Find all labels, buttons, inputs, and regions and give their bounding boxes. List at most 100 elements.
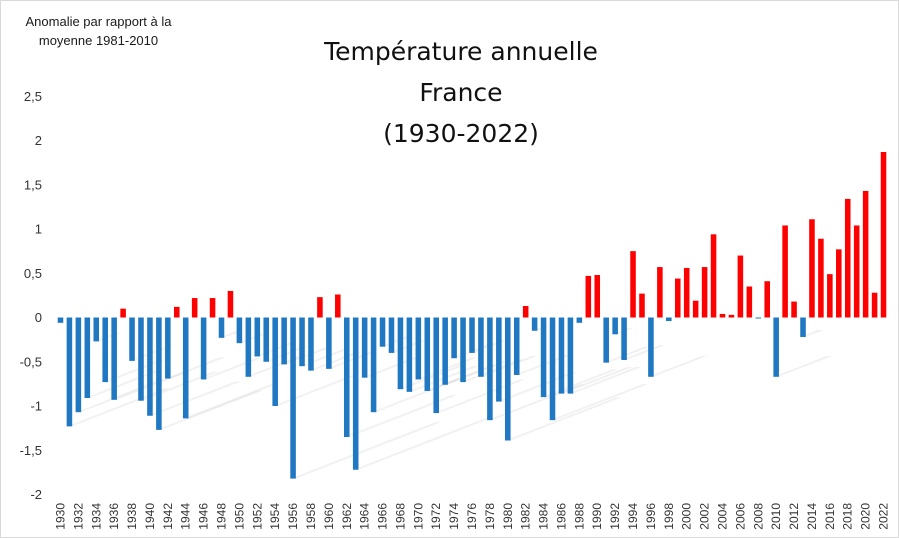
x-tick-label: 1960 bbox=[322, 503, 336, 530]
x-tick-label: 2022 bbox=[877, 503, 891, 530]
bar-1930 bbox=[57, 317, 64, 323]
x-axis-ticks: 1930 1932 1934 1936 1938 1940 1942 1944 1946 1948… bbox=[54, 503, 891, 530]
bar-1957 bbox=[299, 317, 305, 367]
x-tick-label: 2012 bbox=[787, 503, 801, 530]
bar-2016 bbox=[827, 274, 833, 318]
bar-shadow-1985 bbox=[549, 384, 648, 421]
bar-1974 bbox=[451, 317, 457, 359]
bar-1983 bbox=[531, 317, 538, 331]
x-tick-label: 1950 bbox=[232, 503, 246, 530]
bar-1956 bbox=[290, 317, 296, 479]
x-tick-label: 1986 bbox=[555, 503, 569, 530]
bar-1952 bbox=[254, 317, 261, 357]
chart-title: Température annuelle France (1930-2022) bbox=[261, 31, 661, 154]
x-tick-label: 1972 bbox=[429, 503, 443, 530]
bar-1949 bbox=[227, 290, 234, 318]
bar-shadow-1963 bbox=[352, 416, 496, 470]
bar-2013 bbox=[800, 317, 806, 337]
x-tick-label: 2008 bbox=[751, 503, 765, 530]
bar-shadow-1986 bbox=[558, 366, 633, 394]
bar-1971 bbox=[424, 317, 431, 391]
bar-1960 bbox=[326, 317, 332, 369]
bar-2014 bbox=[809, 219, 815, 318]
bar-1964 bbox=[361, 317, 368, 378]
bar-1932 bbox=[75, 317, 82, 413]
x-tick-label: 1964 bbox=[358, 503, 372, 530]
x-tick-label: 2016 bbox=[823, 503, 837, 530]
bar-shadow-1944 bbox=[182, 383, 280, 419]
bar-1994 bbox=[630, 251, 636, 318]
y-tick-label: 0,5 bbox=[24, 266, 42, 281]
bar-1953 bbox=[263, 317, 270, 362]
x-tick-label: 1982 bbox=[519, 503, 533, 530]
bar-2000 bbox=[683, 267, 690, 318]
y-axis-label: Anomalie par rapport à la moyenne 1981-2… bbox=[11, 12, 186, 50]
x-tick-label: 1956 bbox=[286, 503, 300, 530]
y-tick-label: -2 bbox=[30, 487, 42, 502]
x-tick-label: 2018 bbox=[841, 503, 855, 530]
x-tick-label: 1948 bbox=[215, 503, 229, 530]
bar-2008 bbox=[755, 317, 762, 319]
bar-shadow-1987 bbox=[567, 366, 642, 394]
x-tick-label: 1978 bbox=[483, 503, 497, 530]
bar-1947 bbox=[209, 298, 216, 318]
y-axis-label-line-2: moyenne 1981-2010 bbox=[38, 33, 159, 48]
x-tick-label: 1990 bbox=[590, 503, 604, 530]
x-tick-label: 1970 bbox=[411, 503, 425, 530]
bar-shadows bbox=[66, 326, 833, 479]
bar-1941 bbox=[156, 317, 162, 430]
bar-shadow-1972 bbox=[433, 379, 526, 414]
x-tick-label: 2020 bbox=[859, 503, 873, 530]
bar-shadow-1931 bbox=[66, 388, 171, 427]
chart-title-line-3: (1930-2022) bbox=[383, 119, 539, 148]
bar-2018 bbox=[844, 198, 851, 318]
bar-2004 bbox=[719, 313, 726, 318]
x-tick-label: 1988 bbox=[572, 503, 586, 530]
bar-1997 bbox=[657, 267, 663, 318]
bar-1979 bbox=[496, 317, 502, 402]
x-tick-label: 1952 bbox=[250, 503, 264, 530]
x-tick-label: 1944 bbox=[179, 503, 193, 530]
bar-1966 bbox=[379, 317, 386, 347]
x-tick-label: 2004 bbox=[716, 503, 730, 530]
x-tick-label: 1938 bbox=[125, 503, 139, 530]
bar-1942 bbox=[165, 317, 171, 379]
bar-1982 bbox=[522, 306, 529, 318]
bar-shadow-1979 bbox=[496, 372, 578, 402]
x-tick-label: 1940 bbox=[143, 503, 157, 530]
bar-2015 bbox=[818, 238, 824, 318]
x-tick-label: 1958 bbox=[304, 503, 318, 530]
bar-2011 bbox=[782, 225, 788, 318]
chart-title-line-2: France bbox=[419, 78, 503, 107]
bar-1963 bbox=[352, 317, 359, 470]
x-tick-label: 2014 bbox=[805, 503, 819, 530]
y-tick-label: -1,5 bbox=[20, 443, 42, 458]
x-tick-label: 1968 bbox=[393, 503, 407, 530]
bar-shadow-1942 bbox=[165, 357, 226, 379]
bar-1969 bbox=[406, 317, 413, 392]
x-tick-label: 2002 bbox=[698, 503, 712, 530]
bar-2006 bbox=[737, 255, 744, 318]
bar-1950 bbox=[236, 317, 243, 344]
bar-shadow-1955 bbox=[281, 347, 330, 365]
x-tick-label: 1966 bbox=[376, 503, 390, 530]
y-axis-label-line-1: Anomalie par rapport à la bbox=[25, 14, 172, 29]
bar-shadow-1968 bbox=[397, 364, 468, 390]
bar-1968 bbox=[397, 317, 404, 390]
x-tick-label: 1946 bbox=[197, 503, 211, 530]
y-tick-label: 1,5 bbox=[24, 177, 42, 192]
bar-1987 bbox=[567, 317, 574, 394]
bar-2005 bbox=[728, 314, 735, 318]
bar-2021 bbox=[871, 292, 878, 318]
x-tick-label: 1984 bbox=[537, 503, 551, 530]
bar-1990 bbox=[594, 275, 601, 318]
bar-1972 bbox=[433, 317, 439, 414]
y-tick-label: 1 bbox=[35, 222, 42, 237]
bar-1937 bbox=[120, 308, 126, 318]
x-tick-label: 1934 bbox=[89, 503, 103, 530]
bar-1931 bbox=[66, 317, 73, 427]
x-tick-label: 2010 bbox=[769, 503, 783, 530]
x-tick-label: 1962 bbox=[340, 503, 354, 530]
bar-shadow-1993 bbox=[621, 345, 666, 360]
bar-2001 bbox=[692, 300, 699, 318]
